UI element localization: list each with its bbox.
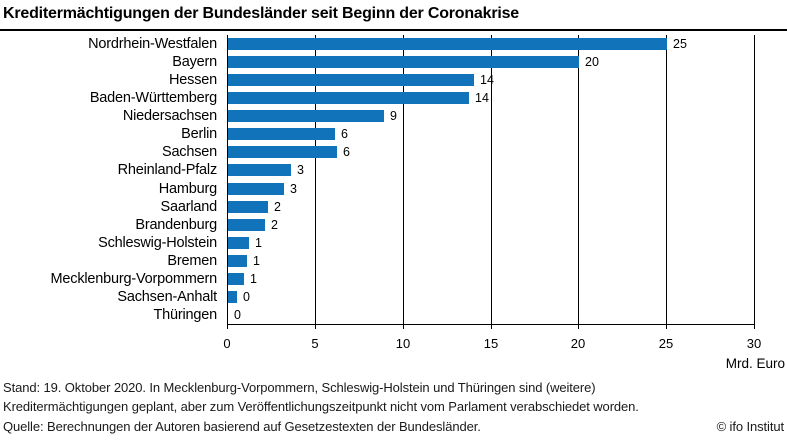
x-axis-tick <box>403 324 404 329</box>
bar-value-label: 3 <box>290 181 297 196</box>
bar <box>228 290 237 303</box>
x-axis-tick <box>578 324 579 329</box>
bar <box>228 74 474 87</box>
bar-value-label: 1 <box>250 271 257 286</box>
category-label: Baden-Württemberg <box>89 90 217 107</box>
bar-value-label: 0 <box>243 289 250 304</box>
x-axis-tick <box>491 324 492 329</box>
category-label: Mecklenburg-Vorpommern <box>50 270 218 287</box>
bar <box>228 182 284 195</box>
x-axis-tick <box>315 324 316 329</box>
bar-value-label: 6 <box>343 145 350 160</box>
bar <box>228 146 337 159</box>
gridline-20 <box>578 35 579 324</box>
bar-value-label: 14 <box>475 91 489 106</box>
category-label: Berlin <box>181 126 217 143</box>
bar <box>228 110 384 123</box>
gridline-10 <box>403 35 404 324</box>
category-label: Hessen <box>169 72 217 89</box>
category-label: Hamburg <box>158 180 217 197</box>
x-axis-tick-label: 30 <box>746 336 762 351</box>
x-axis-tick-label: 10 <box>395 336 411 351</box>
bar <box>228 218 265 231</box>
footnote-block: Stand: 19. Oktober 2020. In Mecklenburg-… <box>3 378 784 436</box>
bar <box>228 164 291 177</box>
x-axis-tick-label: 20 <box>570 336 586 351</box>
category-label: Bayern <box>172 54 217 71</box>
category-label: Schleswig-Holstein <box>98 234 217 251</box>
category-label: Thüringen <box>153 306 218 323</box>
bar-value-label: 9 <box>390 109 397 124</box>
category-label: Brandenburg <box>135 216 217 233</box>
bar-value-label: 2 <box>274 199 281 214</box>
bar-value-label: 3 <box>297 163 304 178</box>
category-label: Sachsen-Anhalt <box>117 288 217 305</box>
x-axis-tick-label: 15 <box>483 336 499 351</box>
copyright-text: © ifo Institut <box>716 418 785 434</box>
gridline-25 <box>666 35 667 324</box>
footnote-line-2: Kreditermächtigungen geplant, aber zum V… <box>3 399 639 415</box>
gridline-5 <box>315 35 316 324</box>
source-row: Quelle: Berechnungen der Autoren basiere… <box>3 417 784 436</box>
bar-value-label: 1 <box>255 235 262 250</box>
category-label: Rheinland-Pfalz <box>117 162 218 179</box>
bar <box>228 200 268 213</box>
bar <box>228 92 469 105</box>
bar-value-label: 20 <box>585 55 599 70</box>
category-label: Saarland <box>160 198 218 215</box>
source-text: Quelle: Berechnungen der Autoren basiere… <box>3 418 481 434</box>
bar-value-label: 2 <box>271 217 278 232</box>
gridline-15 <box>491 35 492 324</box>
y-axis-line <box>227 35 228 324</box>
footnote-line-1: Stand: 19. Oktober 2020. In Mecklenburg-… <box>3 380 596 395</box>
x-axis-tick <box>754 324 755 329</box>
category-label: Nordrhein-Westfalen <box>88 36 217 52</box>
bar <box>228 56 579 69</box>
bar <box>228 236 249 249</box>
x-axis-tick <box>227 324 228 329</box>
x-axis-tick-label: 25 <box>658 336 674 351</box>
x-axis-tick <box>666 324 667 329</box>
bar <box>228 128 335 141</box>
category-label: Sachsen <box>161 144 217 161</box>
x-axis-tick-label: 5 <box>311 336 319 351</box>
x-axis-unit-label: Mrd. Euro <box>725 356 785 371</box>
bar-value-label: 25 <box>673 37 687 51</box>
category-label: Bremen <box>167 252 217 269</box>
bar <box>228 254 247 267</box>
gridline-30 <box>754 35 755 324</box>
bar-value-label: 0 <box>234 307 241 322</box>
bar-value-label: 1 <box>253 253 260 268</box>
bar-value-label: 14 <box>480 73 494 88</box>
bar <box>228 272 244 285</box>
chart-title: Kreditermächtigungen der Bundesländer se… <box>3 5 520 22</box>
category-label: Niedersachsen <box>122 108 217 125</box>
title-separator-line <box>0 29 787 31</box>
bar <box>228 38 667 51</box>
bar-value-label: 6 <box>341 127 348 142</box>
x-axis-tick-label: 0 <box>223 336 231 351</box>
